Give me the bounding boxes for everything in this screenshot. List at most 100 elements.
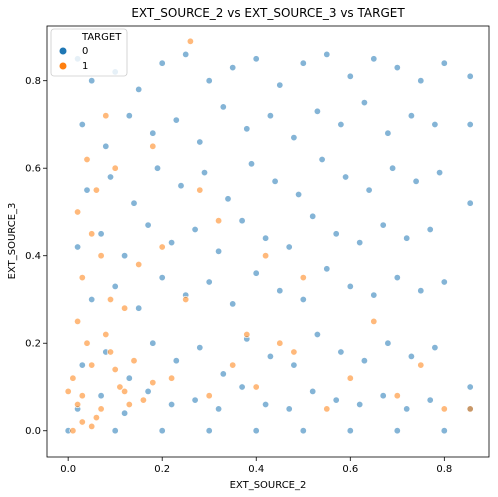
point-series-0-30 (384, 129, 392, 137)
point-series-0-114 (111, 427, 119, 435)
point-series-0-38 (201, 169, 209, 177)
point-series-0-37 (177, 182, 185, 190)
point-series-1-21 (135, 260, 143, 268)
point-series-0-98 (97, 392, 105, 400)
point-series-0-13 (370, 55, 378, 63)
point-series-0-80 (440, 278, 448, 286)
point-series-1-30 (252, 383, 260, 391)
point-series-0-110 (379, 392, 387, 400)
legend: TARGET 0 1 (50, 28, 128, 77)
point-series-1-2 (88, 361, 96, 369)
point-series-0-44 (342, 173, 350, 181)
point-series-0-118 (299, 427, 307, 435)
y-tick-label-1: 0.2 (25, 339, 41, 350)
point-series-0-15 (417, 77, 425, 85)
point-series-0-61 (356, 239, 364, 247)
point-series-0-19 (125, 112, 133, 120)
point-series-1-13 (130, 357, 138, 365)
point-series-1-6 (125, 400, 133, 408)
point-series-0-26 (290, 134, 298, 142)
point-series-1-48 (69, 427, 77, 435)
point-series-1-32 (149, 142, 157, 150)
legend-title: TARGET (81, 32, 122, 43)
point-series-0-115 (158, 427, 166, 435)
legend-box (50, 28, 128, 77)
point-series-0-120 (393, 427, 401, 435)
point-series-1-42 (417, 361, 425, 369)
legend-label-1: 1 (82, 61, 88, 72)
point-series-1-41 (393, 392, 401, 400)
point-series-0-10 (299, 59, 307, 67)
point-series-0-42 (295, 191, 303, 199)
point-series-1-20 (121, 304, 129, 312)
point-series-1-33 (102, 112, 110, 120)
point-series-0-95 (407, 352, 415, 360)
point-series-0-99 (121, 409, 129, 417)
legend-label-0: 0 (82, 46, 88, 57)
point-series-0-24 (243, 125, 251, 133)
point-series-1-5 (116, 383, 124, 391)
point-series-0-46 (389, 164, 397, 172)
y-tick-label-4: 0.8 (25, 76, 41, 87)
point-series-1-45 (243, 330, 251, 338)
point-series-0-21 (172, 116, 180, 124)
point-series-0-62 (379, 221, 387, 229)
point-series-1-12 (121, 387, 129, 395)
point-series-0-20 (149, 129, 157, 137)
point-series-0-124 (466, 199, 474, 207)
point-series-1-49 (78, 418, 86, 426)
x-axis-label: EXT_SOURCE_2 (230, 480, 307, 491)
point-series-1-15 (149, 379, 157, 387)
point-series-1-22 (74, 208, 82, 216)
point-series-0-32 (431, 121, 439, 129)
point-series-1-1 (78, 392, 86, 400)
legend-marker-1 (59, 62, 67, 70)
point-series-0-57 (262, 234, 270, 242)
y-tick-label-2: 0.4 (25, 251, 41, 262)
point-series-0-43 (318, 156, 326, 164)
point-series-1-36 (276, 339, 284, 347)
point-series-0-64 (426, 226, 434, 234)
point-series-0-48 (436, 169, 444, 177)
point-series-0-63 (403, 234, 411, 242)
point-series-1-24 (111, 164, 119, 172)
point-series-0-77 (370, 291, 378, 299)
point-series-0-40 (248, 160, 256, 168)
point-series-0-122 (466, 72, 474, 80)
point-series-0-117 (252, 427, 260, 435)
point-series-0-33 (83, 186, 91, 194)
point-series-1-28 (205, 392, 213, 400)
point-series-1-26 (182, 295, 190, 303)
point-series-0-68 (158, 274, 166, 282)
point-series-1-38 (323, 405, 331, 413)
point-series-1-19 (107, 295, 115, 303)
point-series-0-22 (196, 138, 204, 146)
point-series-0-94 (384, 339, 392, 347)
point-series-0-111 (403, 405, 411, 413)
point-series-1-10 (74, 317, 82, 325)
point-series-0-106 (285, 405, 293, 413)
x-tick-label-3: 0.6 (342, 464, 358, 475)
point-series-0-25 (266, 112, 274, 120)
point-series-0-8 (252, 55, 260, 63)
point-series-1-27 (168, 374, 176, 382)
point-series-0-109 (356, 400, 364, 408)
point-series-1-53 (466, 405, 474, 413)
point-series-1-47 (290, 348, 298, 356)
point-series-1-46 (262, 252, 270, 260)
point-series-1-18 (88, 230, 96, 238)
point-series-1-29 (229, 361, 237, 369)
point-series-0-73 (276, 287, 284, 295)
point-series-0-79 (417, 287, 425, 295)
point-series-0-52 (144, 221, 152, 229)
point-series-0-58 (285, 243, 293, 251)
point-series-1-40 (370, 317, 378, 325)
point-series-0-47 (412, 177, 420, 185)
point-series-0-36 (154, 164, 162, 172)
point-series-0-5 (182, 50, 190, 58)
point-series-1-25 (158, 243, 166, 251)
point-series-0-45 (365, 186, 373, 194)
point-series-1-14 (139, 396, 147, 404)
point-series-0-78 (393, 274, 401, 282)
